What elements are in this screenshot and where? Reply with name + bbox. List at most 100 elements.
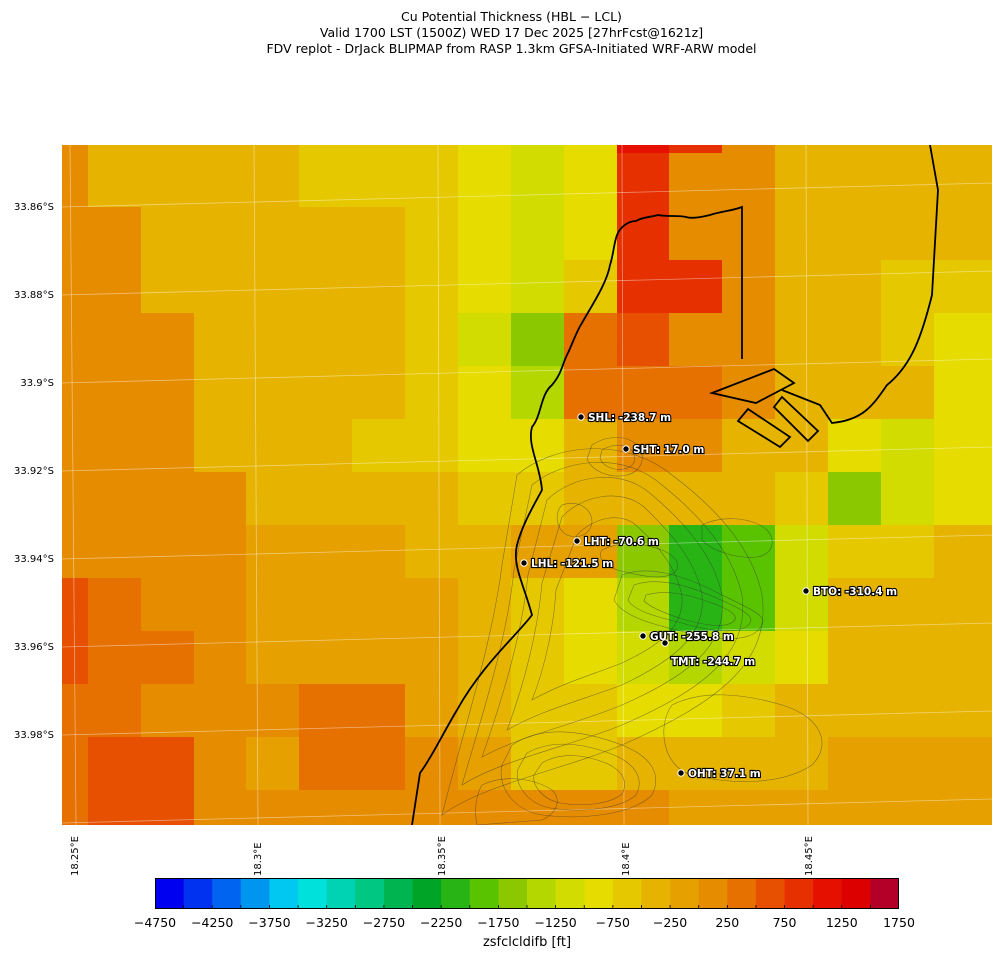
colorbar-tick-label: −3250 <box>305 915 348 930</box>
grid-cell <box>511 737 565 791</box>
grid-cell <box>405 737 459 791</box>
title-line-3: FDV replot - DrJack BLIPMAP from RASP 1.… <box>266 41 757 56</box>
station-label-shl: SHL: -238.7 m <box>588 412 671 424</box>
colorbar-segment <box>355 878 385 909</box>
grid-cell <box>194 260 247 314</box>
colorbar-segment <box>527 878 557 909</box>
colorbar-tick-label: −2750 <box>362 915 406 930</box>
grid-cell <box>828 684 882 738</box>
colorbar-segment <box>584 878 614 909</box>
grid-cell <box>511 153 565 208</box>
grid-cell <box>511 790 565 825</box>
colorbar-segment <box>555 878 585 909</box>
grid-cell <box>828 472 882 526</box>
grid-cell <box>299 145 353 154</box>
grid-cell <box>775 207 829 261</box>
grid-cell <box>405 631 459 685</box>
grid-cell <box>88 737 142 791</box>
colorbar-segment <box>383 878 413 909</box>
grid-cell <box>722 790 776 825</box>
grid-cell <box>246 684 300 738</box>
grid-cell <box>141 260 195 314</box>
grid-cell <box>669 684 723 738</box>
station-label-lht: LHT: -70.6 m <box>584 536 659 548</box>
lat-label: 33.92°S <box>14 466 54 477</box>
grid-cell <box>62 578 89 632</box>
grid-cell <box>194 578 247 632</box>
grid-cell <box>246 525 300 579</box>
grid-cell <box>246 790 300 825</box>
station-marker-lht <box>573 537 581 545</box>
grid-cell <box>194 525 247 579</box>
station-marker-sht <box>622 445 630 453</box>
colorbar-tick-label: 250 <box>715 915 740 930</box>
grid-cell <box>299 737 353 791</box>
grid-cell <box>775 790 829 825</box>
grid-cell <box>617 578 670 632</box>
grid-cell <box>934 313 992 367</box>
grid-cell <box>246 145 300 154</box>
grid-cell <box>617 313 670 367</box>
grid-cell <box>564 472 618 526</box>
grid-cell <box>352 684 406 738</box>
lat-label: 33.9°S <box>20 378 54 389</box>
grid-cell <box>775 472 829 526</box>
grid-cell <box>299 578 353 632</box>
grid-cell <box>458 525 512 579</box>
grid-cell <box>617 737 670 791</box>
grid-cell <box>564 313 618 367</box>
grid-cell <box>352 260 406 314</box>
grid-cell <box>62 472 89 526</box>
grid-cell <box>299 366 353 420</box>
grid-cell <box>775 153 829 208</box>
grid-cell <box>564 790 618 825</box>
grid-cell <box>88 260 142 314</box>
grid-cell <box>881 145 935 154</box>
thickness-grid <box>62 145 992 825</box>
grid-cell <box>299 790 353 825</box>
lat-label: 33.94°S <box>14 554 54 565</box>
grid-cell <box>828 366 882 420</box>
station-label-bto: BTO: -310.4 m <box>813 586 897 598</box>
grid-cell <box>722 684 776 738</box>
grid-cell <box>564 366 618 420</box>
grid-cell <box>352 790 406 825</box>
grid-cell <box>352 153 406 208</box>
lon-label: 18.35°E <box>437 836 448 876</box>
grid-cell <box>62 631 89 685</box>
grid-cell <box>828 207 882 261</box>
grid-cell <box>299 684 353 738</box>
grid-cell <box>405 207 459 261</box>
map-panel[interactable]: SHL: -238.7 m SHT: 17.0 m LHT: -70.6 m LHL:… <box>62 145 992 825</box>
grid-cell <box>141 684 195 738</box>
grid-cell <box>828 145 882 154</box>
grid-cell <box>669 207 723 261</box>
grid-cell <box>669 472 723 526</box>
grid-cell <box>617 366 670 420</box>
colorbar-segment <box>841 878 871 909</box>
grid-cell <box>246 366 300 420</box>
grid-cell <box>617 525 670 579</box>
grid-cell <box>722 153 776 208</box>
grid-cell <box>194 472 247 526</box>
grid-cell <box>299 313 353 367</box>
grid-cell <box>141 737 195 791</box>
grid-cell <box>511 684 565 738</box>
grid-cell <box>511 525 565 579</box>
grid-cell <box>828 260 882 314</box>
colorbar-tick-label: −750 <box>595 915 631 930</box>
colorbar-segment <box>412 878 442 909</box>
station-label-sht: SHT: 17.0 m <box>633 444 704 456</box>
grid-cell <box>352 145 406 154</box>
grid-cell <box>669 737 723 791</box>
grid-cell <box>564 419 618 473</box>
grid-cell <box>669 419 723 473</box>
grid-cell <box>458 578 512 632</box>
grid-cell <box>617 684 670 738</box>
grid-cell <box>564 525 618 579</box>
grid-cell <box>934 684 992 738</box>
grid-cell <box>934 578 992 632</box>
grid-cell <box>88 631 142 685</box>
grid-cell <box>194 313 247 367</box>
grid-cell <box>617 153 670 208</box>
